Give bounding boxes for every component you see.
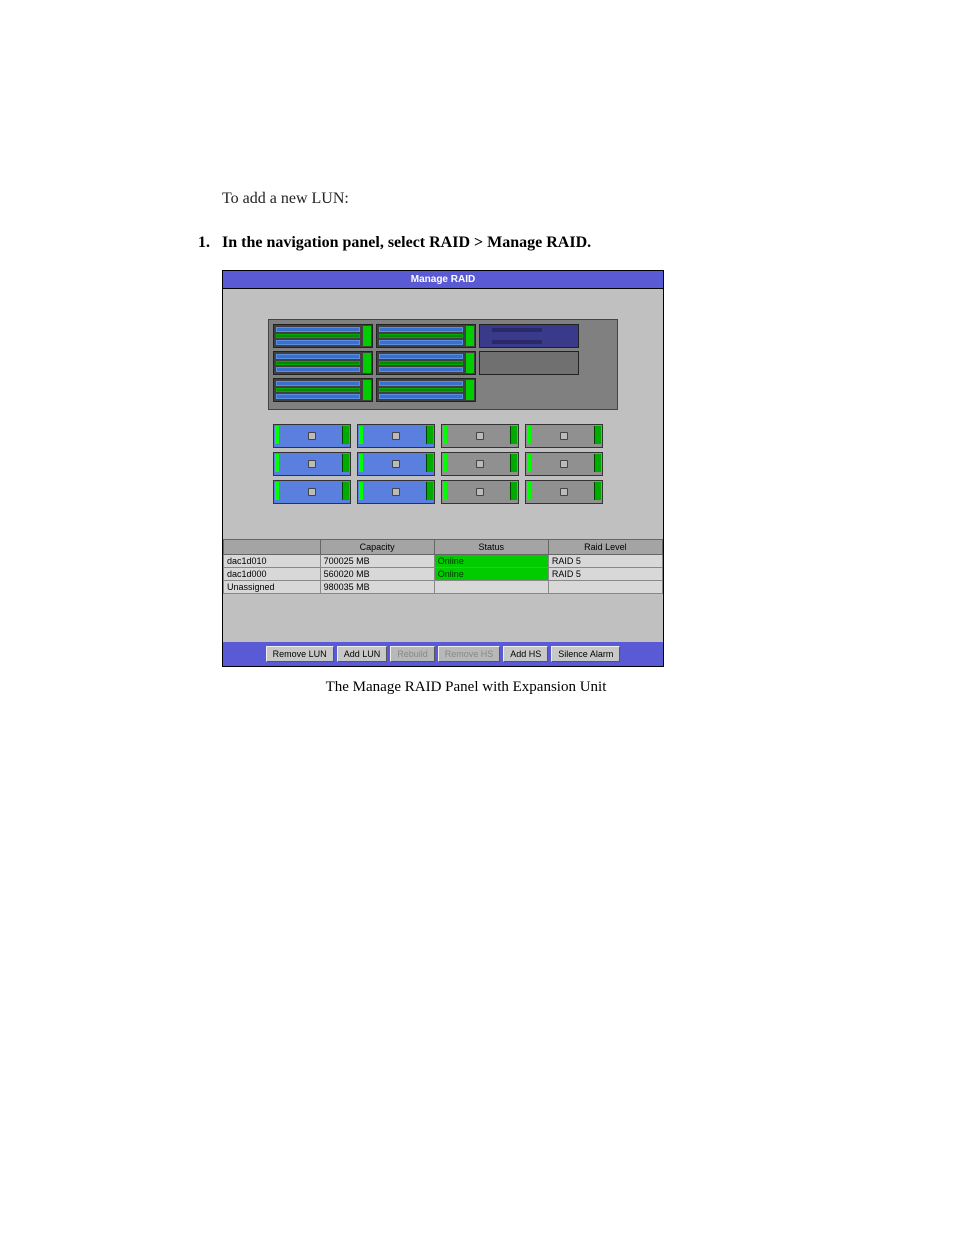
lun-row[interactable]: dac1d000 560020 MB Online RAID 5 bbox=[224, 568, 663, 581]
lun-table: Capacity Status Raid Level dac1d010 7000… bbox=[223, 539, 663, 594]
col-name bbox=[224, 540, 321, 555]
raid-visualization-area bbox=[223, 289, 663, 539]
lun-capacity: 980035 MB bbox=[320, 581, 434, 594]
silence-alarm-button[interactable]: Silence Alarm bbox=[551, 646, 620, 662]
drive[interactable] bbox=[273, 452, 351, 476]
lun-table-header-row: Capacity Status Raid Level bbox=[224, 540, 663, 555]
add-lun-button[interactable]: Add LUN bbox=[337, 646, 388, 662]
button-bar: Remove LUN Add LUN Rebuild Remove HS Add… bbox=[223, 642, 663, 666]
drive-row bbox=[273, 424, 613, 448]
enclosure-rack bbox=[268, 319, 618, 410]
manage-raid-panel: Manage RAID bbox=[222, 270, 664, 667]
lun-row[interactable]: Unassigned 980035 MB bbox=[224, 581, 663, 594]
col-capacity: Capacity bbox=[320, 540, 434, 555]
document-page: To add a new LUN: 1. In the navigation p… bbox=[0, 0, 954, 756]
intro-text: To add a new LUN: bbox=[222, 190, 894, 208]
lun-raid-level bbox=[548, 581, 662, 594]
remove-lun-button[interactable]: Remove LUN bbox=[266, 646, 334, 662]
lun-status: Online bbox=[434, 555, 548, 568]
panel-title: Manage RAID bbox=[223, 271, 663, 289]
lun-capacity: 700025 MB bbox=[320, 555, 434, 568]
lun-capacity: 560020 MB bbox=[320, 568, 434, 581]
rack-row bbox=[273, 378, 613, 402]
controller-unit[interactable] bbox=[479, 324, 579, 348]
storage-unit[interactable] bbox=[273, 378, 373, 402]
drive[interactable] bbox=[525, 424, 603, 448]
remove-hs-button[interactable]: Remove HS bbox=[438, 646, 501, 662]
drive[interactable] bbox=[525, 452, 603, 476]
lun-status: Online bbox=[434, 568, 548, 581]
figure-caption: The Manage RAID Panel with Expansion Uni… bbox=[246, 679, 686, 696]
drive[interactable] bbox=[357, 452, 435, 476]
storage-unit[interactable] bbox=[273, 324, 373, 348]
empty-slot[interactable] bbox=[479, 351, 579, 375]
drive[interactable] bbox=[441, 452, 519, 476]
drive[interactable] bbox=[525, 480, 603, 504]
drive[interactable] bbox=[357, 480, 435, 504]
drive-devices bbox=[273, 424, 613, 508]
drive[interactable] bbox=[441, 480, 519, 504]
drive-row bbox=[273, 480, 613, 504]
lun-row[interactable]: dac1d010 700025 MB Online RAID 5 bbox=[224, 555, 663, 568]
lun-raid-level: RAID 5 bbox=[548, 555, 662, 568]
lun-status bbox=[434, 581, 548, 594]
screenshot-panel: Manage RAID bbox=[222, 270, 686, 696]
lun-name: Unassigned bbox=[224, 581, 321, 594]
drive[interactable] bbox=[441, 424, 519, 448]
rack-row bbox=[273, 324, 613, 348]
lun-raid-level: RAID 5 bbox=[548, 568, 662, 581]
step-instruction: In the navigation panel, select RAID > M… bbox=[222, 234, 591, 252]
rebuild-button[interactable]: Rebuild bbox=[390, 646, 435, 662]
rack-row bbox=[273, 351, 613, 375]
col-status: Status bbox=[434, 540, 548, 555]
lun-name: dac1d010 bbox=[224, 555, 321, 568]
drive-row bbox=[273, 452, 613, 476]
drive[interactable] bbox=[273, 480, 351, 504]
add-hs-button[interactable]: Add HS bbox=[503, 646, 548, 662]
storage-unit[interactable] bbox=[376, 351, 476, 375]
lun-name: dac1d000 bbox=[224, 568, 321, 581]
table-spacer bbox=[223, 594, 663, 642]
drive[interactable] bbox=[273, 424, 351, 448]
col-raid-level: Raid Level bbox=[548, 540, 662, 555]
storage-unit[interactable] bbox=[376, 378, 476, 402]
storage-unit[interactable] bbox=[273, 351, 373, 375]
drive[interactable] bbox=[357, 424, 435, 448]
step-number: 1. bbox=[198, 234, 222, 252]
step-1: 1. In the navigation panel, select RAID … bbox=[198, 234, 894, 252]
lun-table-body: dac1d010 700025 MB Online RAID 5 dac1d00… bbox=[224, 555, 663, 594]
storage-unit[interactable] bbox=[376, 324, 476, 348]
